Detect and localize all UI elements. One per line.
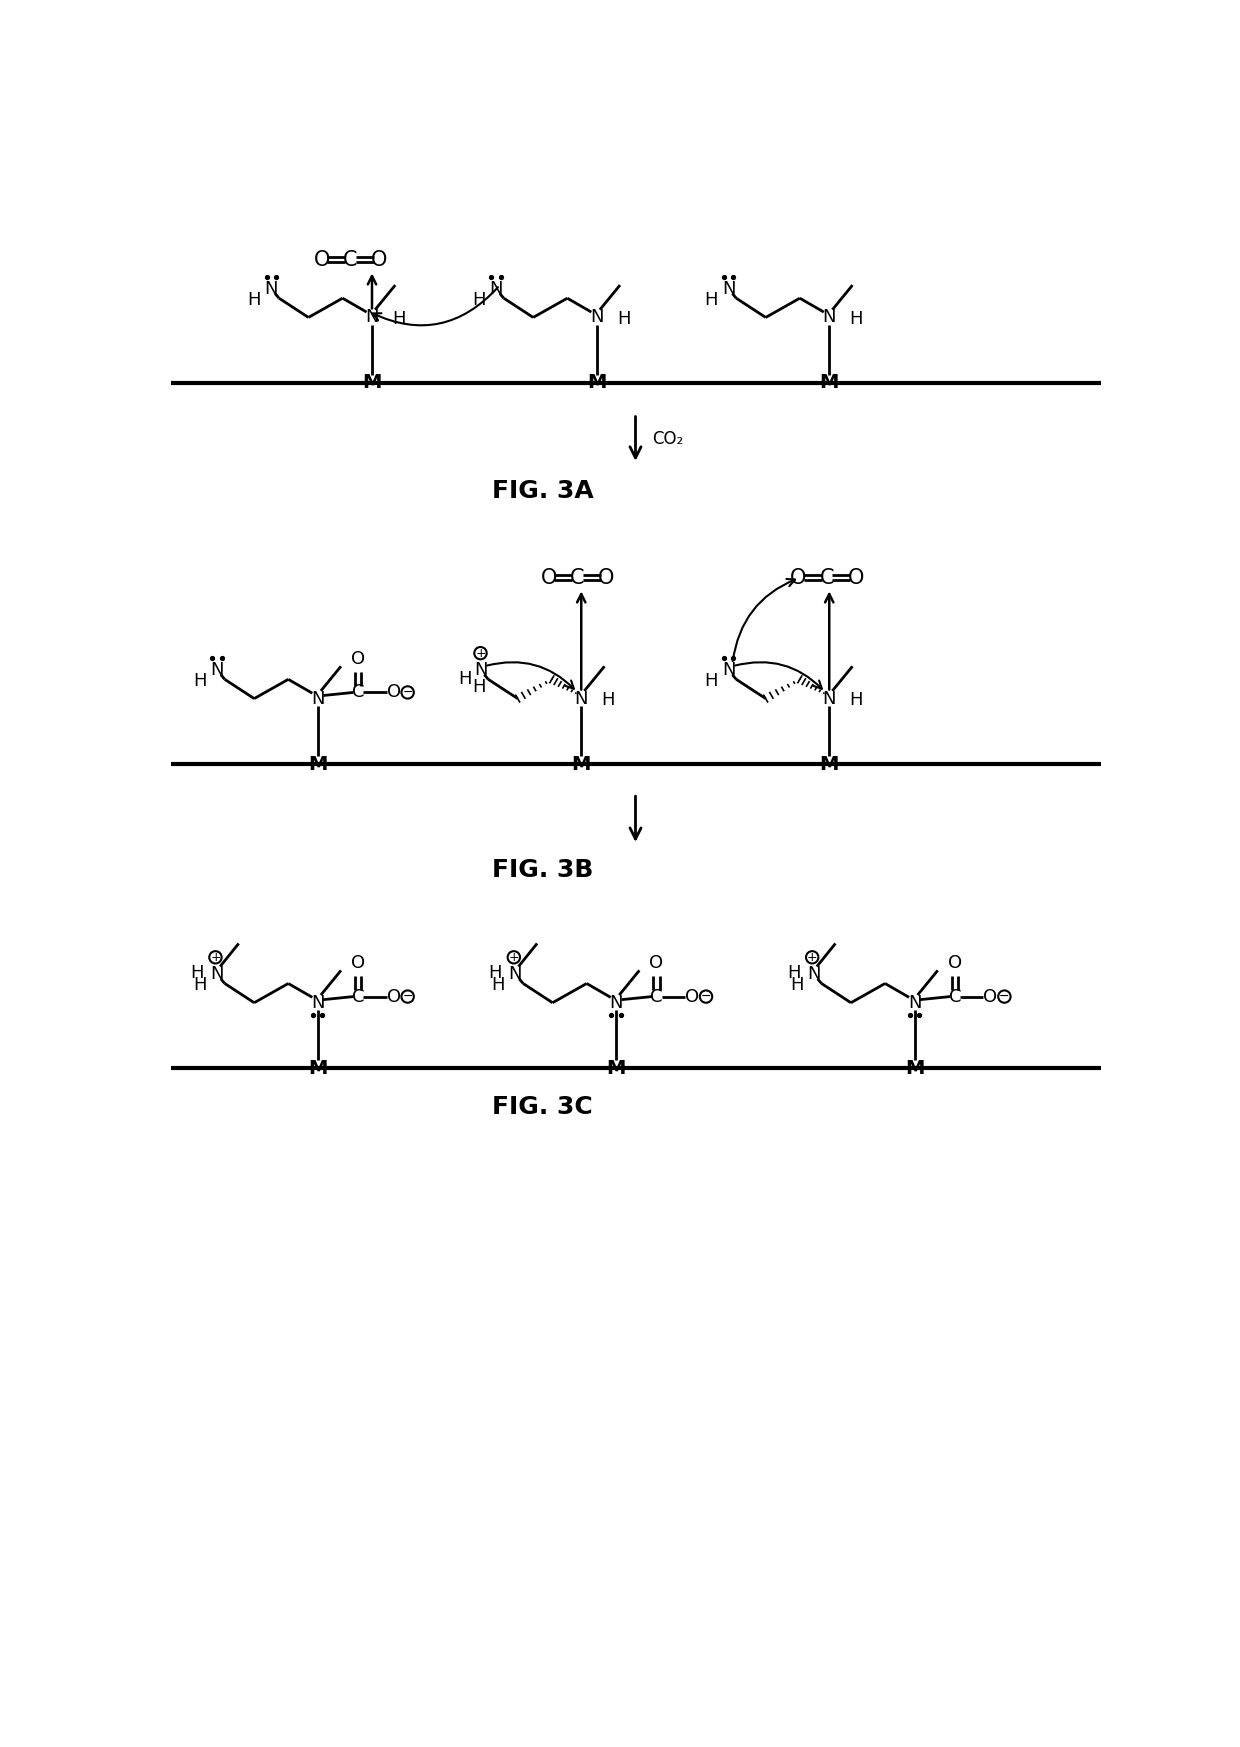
Text: M: M xyxy=(308,1059,327,1078)
Text: C: C xyxy=(949,987,961,1006)
Text: M: M xyxy=(820,755,839,774)
Text: N: N xyxy=(722,660,735,680)
Text: H: H xyxy=(849,309,863,328)
Text: N: N xyxy=(366,309,378,327)
Text: C: C xyxy=(650,987,662,1006)
Text: H: H xyxy=(618,309,631,328)
Text: H: H xyxy=(190,964,203,982)
Text: N: N xyxy=(474,660,487,680)
Text: +: + xyxy=(210,950,221,964)
Text: H: H xyxy=(601,692,615,709)
Text: M: M xyxy=(606,1059,626,1078)
Text: FIG. 3B: FIG. 3B xyxy=(492,858,593,882)
Text: O: O xyxy=(650,954,663,973)
Text: N: N xyxy=(722,280,735,299)
Text: C: C xyxy=(820,568,835,587)
Text: C: C xyxy=(352,683,365,702)
Text: N: N xyxy=(822,690,836,708)
Text: O: O xyxy=(790,568,806,587)
Text: O: O xyxy=(314,250,330,269)
Text: M: M xyxy=(572,755,591,774)
Text: +: + xyxy=(508,950,520,964)
Text: O: O xyxy=(947,954,962,973)
Text: H: H xyxy=(790,977,804,994)
Text: H: H xyxy=(193,977,207,994)
Text: O: O xyxy=(387,987,401,1006)
Text: O: O xyxy=(598,568,614,587)
Text: N: N xyxy=(508,966,522,984)
Text: −: − xyxy=(403,687,413,699)
Text: O: O xyxy=(351,650,365,669)
Text: H: H xyxy=(193,673,207,690)
Text: O: O xyxy=(387,683,401,702)
Text: H: H xyxy=(459,671,471,688)
Text: −: − xyxy=(701,991,712,1003)
Text: C: C xyxy=(343,250,357,269)
Text: H: H xyxy=(849,692,863,709)
Text: C: C xyxy=(352,987,365,1006)
Text: FIG. 3A: FIG. 3A xyxy=(491,479,594,503)
Text: N: N xyxy=(822,309,836,327)
Text: N: N xyxy=(311,690,325,708)
Text: O: O xyxy=(351,954,365,973)
Text: H: H xyxy=(472,678,486,695)
Text: M: M xyxy=(308,755,327,774)
Text: +: + xyxy=(475,646,486,660)
Text: N: N xyxy=(609,994,622,1012)
Text: N: N xyxy=(807,966,821,984)
Text: O: O xyxy=(684,987,699,1006)
Text: H: H xyxy=(491,977,505,994)
Text: CO₂: CO₂ xyxy=(652,430,683,447)
Text: H: H xyxy=(472,290,486,309)
Text: M: M xyxy=(905,1059,924,1078)
Text: M: M xyxy=(362,374,382,393)
Text: H: H xyxy=(248,290,260,309)
Text: H: H xyxy=(704,290,718,309)
Text: N: N xyxy=(264,280,278,299)
Text: O: O xyxy=(541,568,557,587)
Text: −: − xyxy=(403,991,413,1003)
Text: N: N xyxy=(590,309,604,327)
Text: C: C xyxy=(570,568,584,587)
Text: H: H xyxy=(787,964,800,982)
Text: N: N xyxy=(574,690,588,708)
Text: H: H xyxy=(704,673,718,690)
Text: N: N xyxy=(908,994,921,1012)
Text: M: M xyxy=(587,374,606,393)
Text: −: − xyxy=(999,991,1009,1003)
Text: O: O xyxy=(847,568,864,587)
Text: N: N xyxy=(211,966,223,984)
Text: O: O xyxy=(371,250,387,269)
Text: H: H xyxy=(489,964,502,982)
Text: +: + xyxy=(807,950,817,964)
Text: N: N xyxy=(311,994,325,1012)
Text: H: H xyxy=(392,309,405,328)
Text: O: O xyxy=(983,987,997,1006)
Text: N: N xyxy=(211,660,223,680)
Text: N: N xyxy=(490,280,502,299)
Text: M: M xyxy=(820,374,839,393)
Text: FIG. 3C: FIG. 3C xyxy=(492,1095,593,1118)
